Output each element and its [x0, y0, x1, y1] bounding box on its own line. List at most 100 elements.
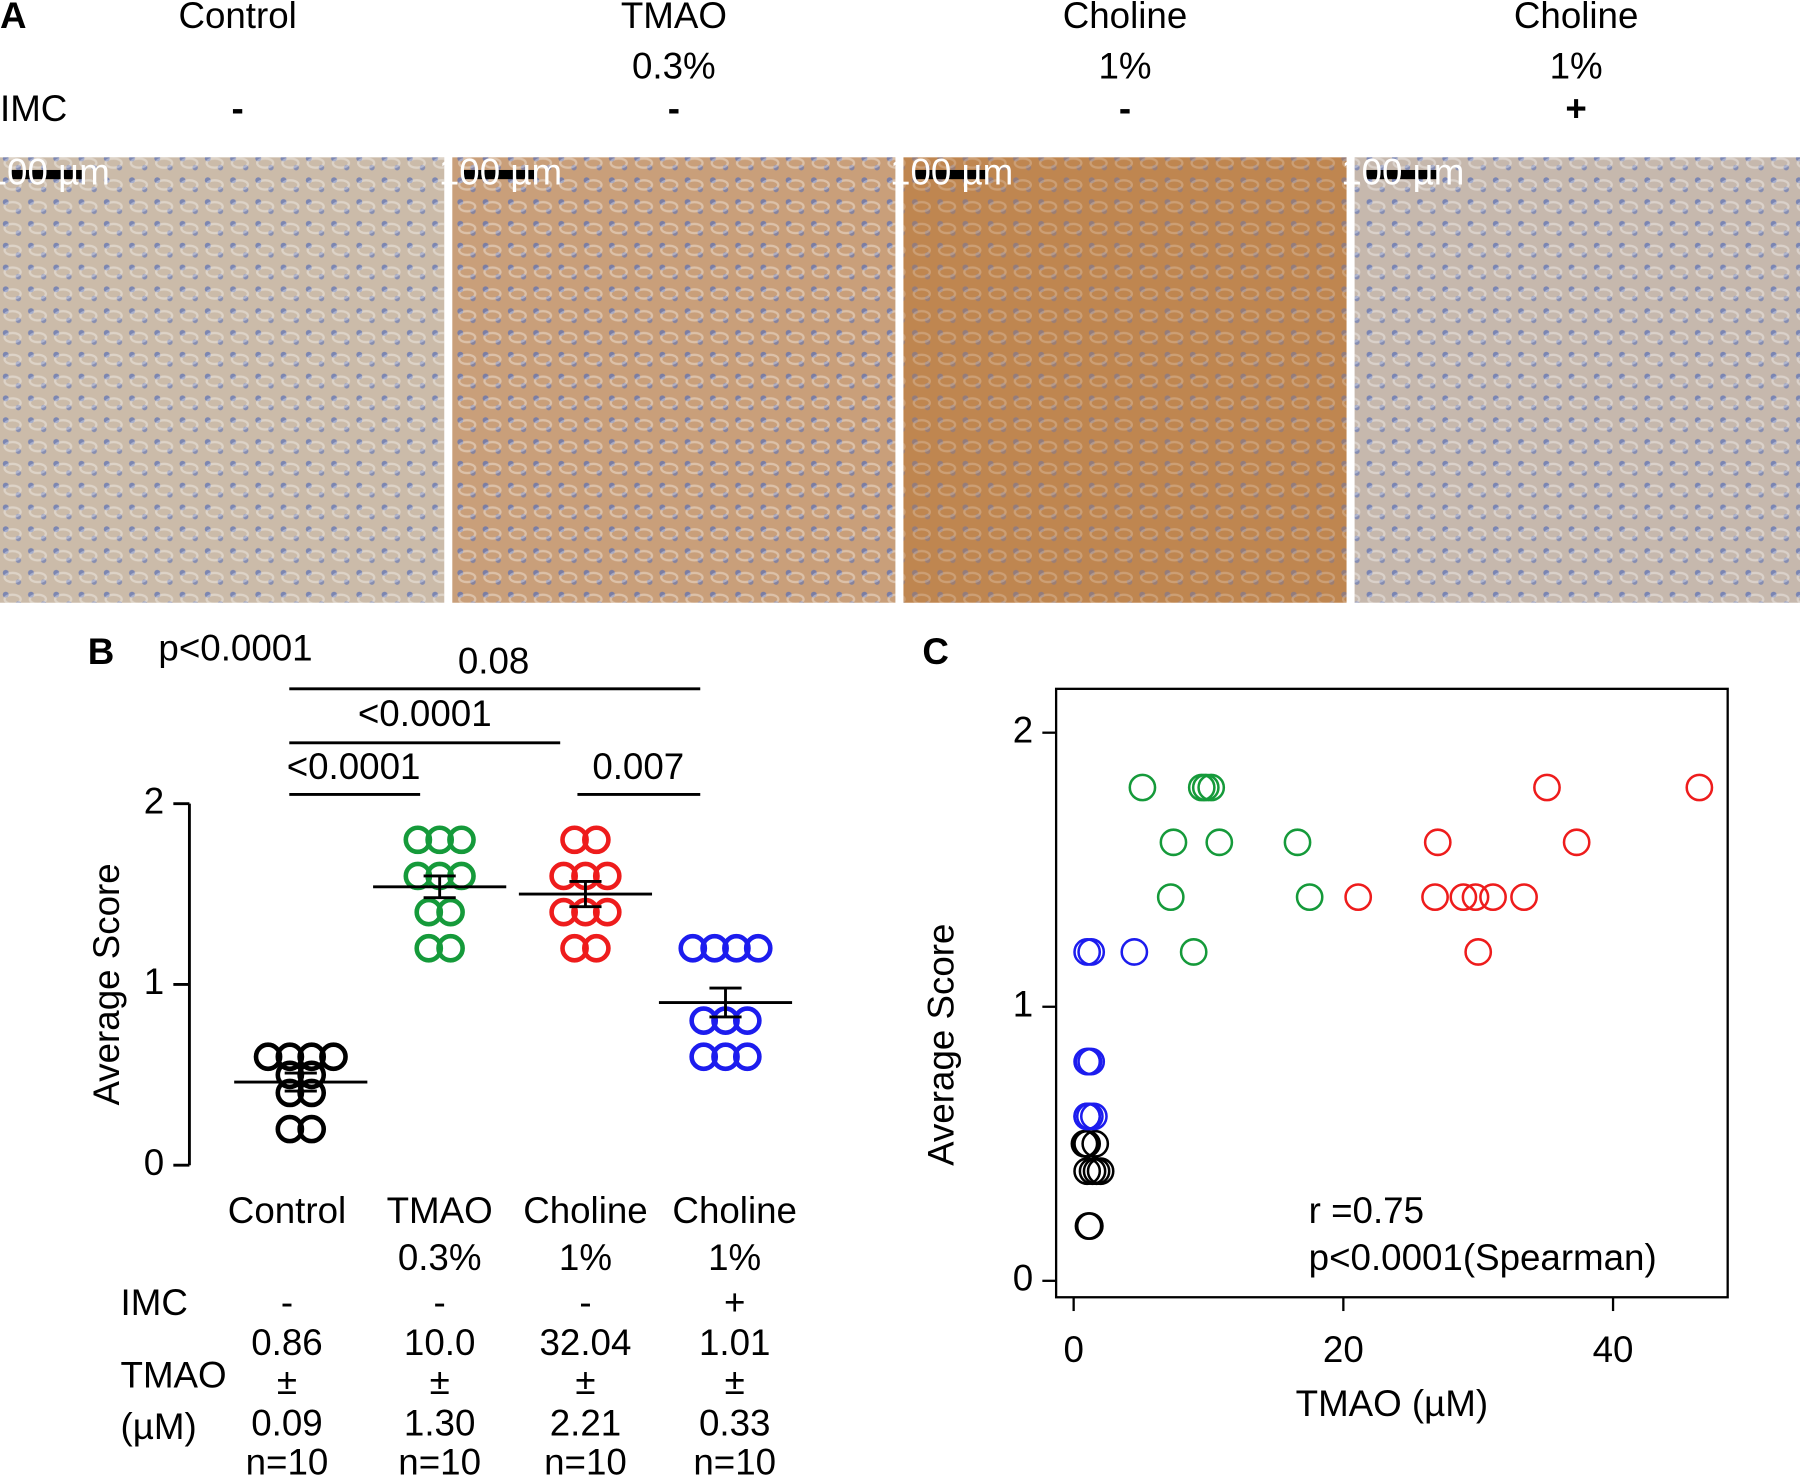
data-point: [1071, 1129, 1100, 1158]
data-point: [297, 1114, 327, 1144]
data-point: [1479, 883, 1507, 912]
annotation: 0.007: [592, 746, 684, 787]
data-point: [1074, 1212, 1103, 1240]
table-cell: 2.21: [550, 1403, 621, 1444]
column-imc: -: [232, 88, 244, 129]
column-title: Choline: [1063, 0, 1188, 36]
micrograph-texture: [903, 157, 1347, 603]
annotation: <0.0001: [287, 746, 421, 787]
error-bar: [284, 1071, 317, 1093]
data-point: [447, 825, 476, 855]
y-axis-label: Average Score: [920, 924, 961, 1166]
table-cell: 0.33: [699, 1403, 770, 1444]
y-tick-label: 2: [144, 780, 164, 821]
scale-bar-label: 100 µm: [890, 151, 1013, 192]
table-cell: 1.30: [404, 1403, 475, 1444]
annotation: p<0.0001(Spearman): [1309, 1237, 1657, 1278]
x-tick-label: 40: [1593, 1329, 1634, 1370]
x-axis-label: TMAO (µM): [1296, 1383, 1488, 1424]
table-cell: 32.04: [540, 1322, 632, 1363]
data-point: [1073, 1102, 1102, 1131]
data-point: [1449, 883, 1478, 912]
data-point: [319, 1042, 348, 1072]
column-imc: -: [668, 88, 680, 129]
data-point: [592, 897, 622, 927]
data-point: [1562, 828, 1591, 857]
data-point: [1074, 1047, 1103, 1076]
table-cell: 1%: [559, 1237, 612, 1278]
data-point: [1081, 1129, 1110, 1158]
data-point: [1344, 883, 1373, 912]
y-axis-label: Average Score: [86, 863, 127, 1105]
data-point: [1077, 938, 1106, 966]
column-title: Choline: [1514, 0, 1639, 36]
plot-frame: [1054, 687, 1729, 1299]
significance-brackets: [289, 687, 701, 796]
column-dose: 0.3%: [632, 46, 716, 87]
x-tick-label: Choline: [672, 1190, 797, 1231]
data-point: [1179, 938, 1208, 966]
table-cell: -: [281, 1282, 293, 1323]
micrograph-texture: [1354, 157, 1800, 603]
data-point: [582, 825, 611, 855]
x-tick-label: TMAO: [387, 1190, 493, 1231]
data-point: [1283, 828, 1312, 857]
table-cell: 0.09: [251, 1403, 322, 1444]
panel-label: A: [0, 0, 27, 36]
data-point: [743, 933, 773, 963]
table-cell: ±: [430, 1361, 450, 1402]
table-cell: n=10: [693, 1442, 776, 1481]
micrographs: [0, 157, 1800, 603]
table-cell: 1.01: [699, 1322, 770, 1363]
data-point: [1156, 883, 1185, 912]
table-cell: 1%: [708, 1237, 761, 1278]
table-cell: n=10: [544, 1442, 627, 1481]
table-cell: n=10: [246, 1442, 329, 1481]
scale-bar-label: 100 µm: [0, 151, 110, 192]
data-point: [582, 933, 611, 963]
data-point: [1120, 938, 1149, 966]
table-cell: 0.86: [251, 1322, 322, 1363]
data-point: [1295, 883, 1324, 912]
scale-bar-label: 100 µm: [439, 151, 562, 192]
x-tick-label: 0: [1063, 1329, 1083, 1370]
data-point: [436, 897, 465, 927]
y-tick-label: 1: [144, 961, 164, 1002]
scale-bar: [11, 169, 85, 180]
x-tick-label: 20: [1323, 1329, 1364, 1370]
scale-bar: [463, 169, 538, 180]
data-point: [1128, 773, 1157, 802]
x-tick-label: Choline: [523, 1190, 648, 1231]
scale-bar: [914, 169, 989, 180]
table-cell: ±: [725, 1361, 745, 1402]
column-title: TMAO: [621, 0, 727, 36]
column-imc: -: [1119, 88, 1131, 129]
table-cell: -: [579, 1282, 591, 1323]
error-bar: [569, 879, 602, 909]
row-label: TMAO: [121, 1354, 227, 1395]
table-cell: ±: [277, 1361, 297, 1402]
panel-label: B: [88, 631, 115, 672]
data-point: [732, 1006, 762, 1035]
x-tick-label: Control: [228, 1190, 346, 1231]
annotation: p<0.0001: [158, 628, 312, 669]
table-cell: +: [724, 1282, 745, 1323]
column-dose: 1%: [1550, 46, 1603, 87]
y-tick-label: 0: [1013, 1258, 1033, 1299]
data-point: [1205, 828, 1234, 857]
annotation: <0.0001: [358, 693, 492, 734]
annotation: r =0.75: [1309, 1190, 1424, 1231]
data-point: [436, 933, 465, 963]
row-label: IMC: [0, 88, 67, 129]
error-bar: [423, 874, 456, 900]
table-cell: ±: [575, 1361, 595, 1402]
data-point: [1685, 773, 1714, 802]
y-tick-label: 0: [144, 1142, 164, 1183]
row-label: (µM): [121, 1406, 197, 1447]
data-point: [732, 1042, 762, 1072]
y-tick-label: 2: [1013, 709, 1033, 750]
data-point: [1510, 883, 1538, 912]
data-point: [1159, 828, 1188, 857]
data-point: [1464, 938, 1493, 966]
table-cell: 0.3%: [398, 1237, 482, 1278]
